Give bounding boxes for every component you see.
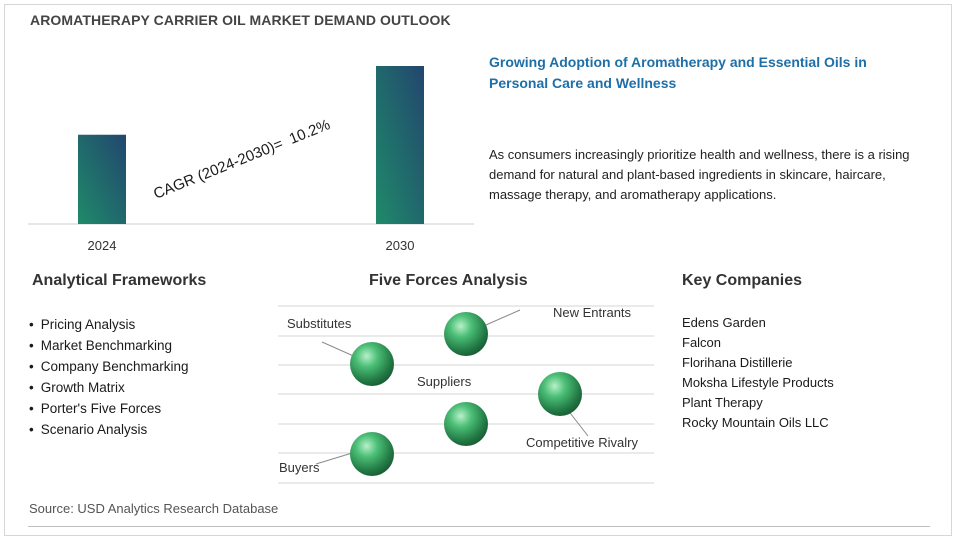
label-suppliers: Suppliers — [417, 374, 472, 389]
sphere-buyers — [350, 432, 394, 476]
framework-item: Growth Matrix — [28, 377, 189, 398]
framework-item: Market Benchmarking — [28, 335, 189, 356]
bottom-divider — [28, 526, 930, 527]
source-note: Source: USD Analytics Research Database — [29, 501, 279, 516]
company-item: Rocky Mountain Oils LLC — [682, 415, 829, 430]
framework-item: Porter's Five Forces — [28, 398, 189, 419]
highlight-title: Growing Adoption of Aromatherapy and Ess… — [489, 54, 867, 91]
demand-bar-chart: 2024 2030 CAGR (2024-2030)= 10.2% — [28, 66, 474, 253]
x-tick-label: 2030 — [386, 238, 415, 253]
company-item: Falcon — [682, 335, 722, 350]
cagr-annotation: CAGR (2024-2030)= 10.2% — [151, 116, 332, 203]
bar-2024 — [78, 134, 126, 224]
label-new-entrants: New Entrants — [553, 305, 632, 320]
page-title: AROMATHERAPY CARRIER OIL MARKET DEMAND O… — [30, 12, 451, 28]
framework-item: Scenario Analysis — [28, 419, 189, 440]
five-forces-diagram: Substitutes New Entrants Suppliers Compe… — [278, 305, 654, 484]
framework-item: Pricing Analysis — [28, 314, 189, 335]
page-frame — [4, 4, 952, 536]
label-competitive-rivalry: Competitive Rivalry — [526, 435, 638, 450]
frameworks-list: Pricing Analysis Market Benchmarking Com… — [28, 314, 189, 440]
companies-heading: Key Companies — [682, 272, 803, 289]
sphere-competitive-rivalry — [538, 372, 582, 416]
x-tick-label: 2024 — [88, 238, 117, 253]
company-item: Moksha Lifestyle Products — [682, 375, 834, 390]
label-substitutes: Substitutes — [287, 316, 352, 331]
highlight-text: As consumers increasingly prioritize hea… — [489, 147, 910, 202]
framework-item: Company Benchmarking — [28, 356, 189, 377]
forces-heading: Five Forces Analysis — [369, 272, 528, 289]
companies-list: Edens Garden Falcon Florihana Distilleri… — [682, 313, 834, 433]
company-item: Florihana Distillerie — [682, 355, 793, 370]
sphere-suppliers — [444, 402, 488, 446]
sphere-substitutes — [350, 342, 394, 386]
label-buyers: Buyers — [279, 460, 320, 475]
company-item: Plant Therapy — [682, 395, 763, 410]
frameworks-heading: Analytical Frameworks — [32, 272, 207, 289]
bar-2030 — [376, 66, 424, 224]
company-item: Edens Garden — [682, 315, 766, 330]
sphere-new-entrants — [444, 312, 488, 356]
